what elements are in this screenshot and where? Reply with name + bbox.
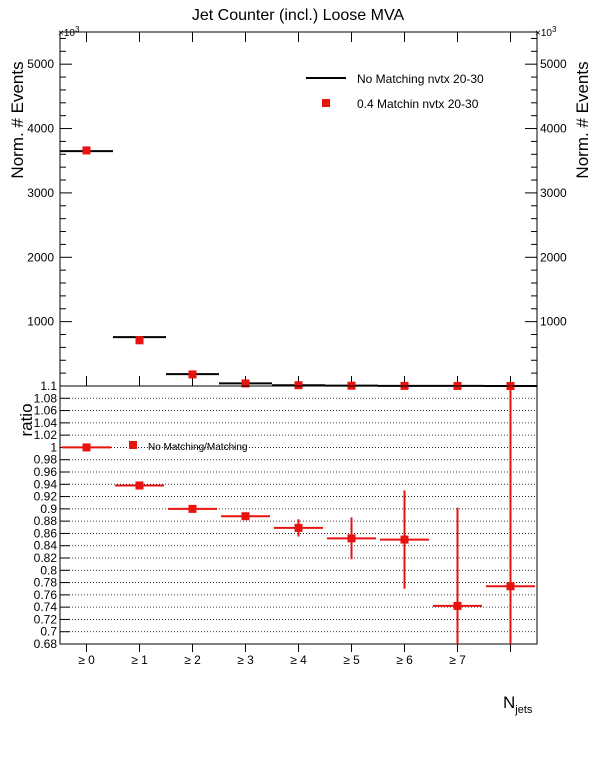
top-marker-1 xyxy=(135,336,144,345)
top-marker-3 xyxy=(241,379,250,388)
ratio-x-tick-label: ≥ 5 xyxy=(343,653,360,667)
ratio-y-tick-label: 0.74 xyxy=(34,600,58,614)
legend-label-matching: 0.4 Matchin nvtx 20-30 xyxy=(357,97,479,111)
ratio-y-tick-label: 1.06 xyxy=(34,404,58,418)
ratio-y-tick-label: 0.9 xyxy=(40,502,57,516)
ratio-y-tick-label: 0.7 xyxy=(40,625,57,639)
ratio-y-tick-label: 1.1 xyxy=(40,379,57,393)
ratio-marker-4 xyxy=(294,523,303,532)
top-y-multiplier-right: ×103 xyxy=(535,25,557,39)
ratio-y-tick-label: 1.02 xyxy=(34,428,58,442)
ratio-y-tick-label: 0.96 xyxy=(34,465,58,479)
top-marker-4 xyxy=(294,381,303,390)
top-y-axis-label-right: Norm. # Events xyxy=(573,61,592,178)
ratio-x-tick-label: ≥ 4 xyxy=(290,653,307,667)
ratio-marker-6 xyxy=(400,535,409,544)
top-y-tick-label-right: 1000 xyxy=(540,315,567,329)
ratio-marker-0 xyxy=(82,443,91,452)
ratio-legend-marker xyxy=(129,441,137,449)
top-y-tick-label-right: 2000 xyxy=(540,250,567,264)
ratio-marker-7 xyxy=(453,601,462,610)
ratio-y-tick-label: 0.98 xyxy=(34,453,58,467)
ratio-y-tick-label: 0.88 xyxy=(34,514,58,528)
ratio-x-tick-label: ≥ 2 xyxy=(184,653,201,667)
x-axis-label-sub: jets xyxy=(514,704,533,716)
ratio-y-tick-label: 0.92 xyxy=(34,490,58,504)
top-y-tick-label: 3000 xyxy=(27,186,54,200)
top-y-tick-label: 2000 xyxy=(27,250,54,264)
top-marker-2 xyxy=(188,370,197,379)
ratio-y-tick-label: 1 xyxy=(50,440,57,454)
ratio-y-tick-label: 0.72 xyxy=(34,612,58,626)
top-y-tick-label: 1000 xyxy=(27,315,54,329)
chart-title: Jet Counter (incl.) Loose MVA xyxy=(192,7,405,24)
ratio-x-tick-label: ≥ 0 xyxy=(78,653,95,667)
ratio-marker-3 xyxy=(241,512,250,521)
ratio-y-tick-label: 0.78 xyxy=(34,576,58,590)
ratio-x-tick-label: ≥ 6 xyxy=(396,653,413,667)
top-y-multiplier-exp-left: 3 xyxy=(75,25,80,34)
ratio-legend-label: No Matching/Matching xyxy=(148,442,248,453)
legend-marker-swatch xyxy=(322,99,330,107)
top-y-axis-label: Norm. # Events xyxy=(8,61,27,178)
ratio-x-tick-label: ≥ 1 xyxy=(131,653,148,667)
ratio-y-tick-label: 0.86 xyxy=(34,526,58,540)
top-y-multiplier-exp-right: 3 xyxy=(552,25,557,34)
ratio-marker-2 xyxy=(188,504,197,513)
top-y-tick-label: 4000 xyxy=(27,122,54,136)
ratio-y-tick-label: 0.94 xyxy=(34,477,58,491)
top-y-multiplier-left: ×103 xyxy=(58,25,80,39)
ratio-y-tick-label: 0.76 xyxy=(34,588,58,602)
ratio-y-tick-label: 1.08 xyxy=(34,391,58,405)
ratio-x-tick-label: ≥ 7 xyxy=(449,653,466,667)
ratio-y-tick-label: 0.82 xyxy=(34,551,58,565)
ratio-y-axis-label: ratio xyxy=(17,403,36,436)
top-marker-0 xyxy=(82,146,91,155)
ratio-y-tick-label: 0.68 xyxy=(34,637,58,651)
ratio-marker-1 xyxy=(135,481,144,490)
legend-label-no-matching: No Matching nvtx 20-30 xyxy=(357,72,484,86)
top-y-tick-label-right: 3000 xyxy=(540,186,567,200)
ratio-marker-5 xyxy=(347,534,356,543)
ratio-marker-8 xyxy=(506,582,515,591)
top-y-tick-label: 5000 xyxy=(27,57,54,71)
ratio-x-tick-label: ≥ 3 xyxy=(237,653,254,667)
x-axis-label: Njets xyxy=(503,693,533,716)
top-y-tick-label-right: 5000 xyxy=(540,57,567,71)
ratio-y-tick-label: 0.8 xyxy=(40,563,57,577)
top-y-tick-label-right: 4000 xyxy=(540,122,567,136)
ratio-y-tick-label: 0.84 xyxy=(34,539,58,553)
ratio-y-tick-label: 1.04 xyxy=(34,416,58,430)
